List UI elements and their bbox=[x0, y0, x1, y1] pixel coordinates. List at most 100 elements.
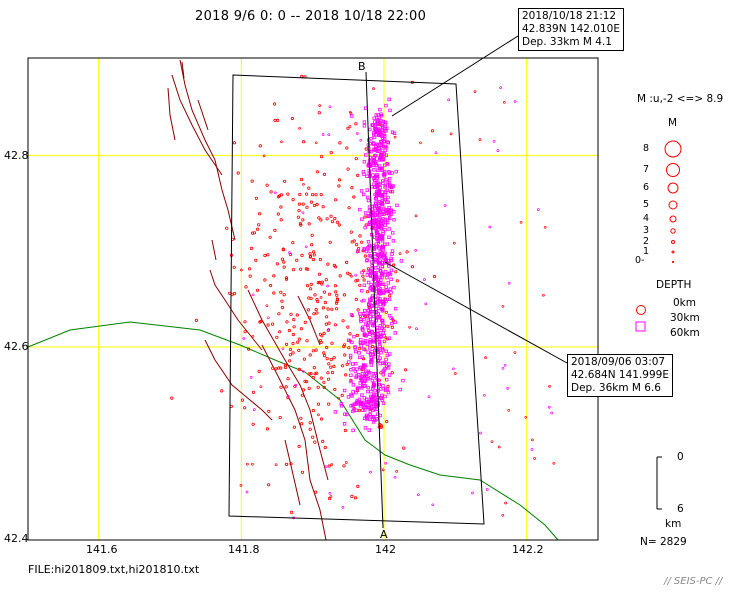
epicenter-shallow bbox=[307, 386, 311, 390]
epicenter-deep bbox=[358, 207, 362, 212]
epicenter-deep bbox=[365, 342, 370, 346]
magnitude-legend-label: 5 bbox=[643, 199, 650, 210]
epicenter-shallow bbox=[323, 300, 327, 305]
epicenter-shallow bbox=[326, 371, 330, 375]
epicenter-deep bbox=[368, 351, 373, 356]
epicenter-shallow bbox=[268, 283, 273, 288]
epicenter-deep bbox=[377, 337, 382, 341]
epicenter-shallow bbox=[337, 223, 341, 227]
epicenter-deep bbox=[368, 274, 373, 278]
epicenter-shallow bbox=[288, 353, 292, 357]
epicenter-shallow bbox=[263, 278, 267, 282]
fault-line bbox=[204, 339, 273, 421]
epicenter-scatter bbox=[318, 104, 322, 107]
epicenter-shallow bbox=[377, 378, 381, 382]
epicenter-deep bbox=[388, 287, 393, 291]
epicenter-deep bbox=[373, 201, 378, 206]
fault-line bbox=[179, 59, 236, 241]
epicenter-deep bbox=[333, 410, 338, 414]
fault-line bbox=[197, 99, 209, 131]
epicenter-shallow bbox=[310, 193, 315, 197]
epicenter-deep bbox=[366, 214, 370, 218]
epicenter-deep bbox=[377, 340, 382, 344]
epicenter-shallow bbox=[301, 140, 306, 144]
magnitude-legend-symbol bbox=[668, 200, 678, 210]
epicenter-deep bbox=[377, 342, 382, 346]
epicenter-shallow bbox=[286, 192, 290, 196]
epicenter-deep bbox=[373, 220, 378, 225]
epicenter-shallow bbox=[257, 212, 262, 216]
epicenter-shallow bbox=[313, 440, 317, 444]
epicenter-scatter bbox=[427, 395, 431, 399]
epicenter-deep bbox=[366, 198, 371, 203]
epicenter-shallow bbox=[322, 353, 327, 358]
epicenter-shallow bbox=[319, 193, 323, 197]
epicenter-deep bbox=[359, 344, 363, 348]
epicenter-deep bbox=[354, 361, 358, 366]
epicenter-shallow bbox=[232, 291, 237, 296]
cross-section-line bbox=[365, 71, 384, 529]
epicenter-deep bbox=[378, 153, 383, 157]
epicenter-deep bbox=[349, 373, 353, 377]
epicenter-deep bbox=[398, 387, 402, 392]
epicenter-deep bbox=[381, 229, 385, 234]
epicenter-shallow bbox=[284, 276, 289, 280]
epicenter-deep bbox=[374, 133, 378, 137]
epicenter-scatter bbox=[542, 293, 545, 297]
epicenter-deep bbox=[389, 258, 394, 263]
epicenter-shallow bbox=[340, 393, 344, 397]
epicenter-deep bbox=[370, 330, 374, 334]
epicenter-shallow bbox=[247, 347, 251, 351]
epicenter-deep bbox=[381, 209, 385, 214]
epicenter-shallow bbox=[305, 283, 310, 288]
epicenter-shallow bbox=[385, 419, 389, 424]
epicenter-shallow bbox=[333, 284, 337, 288]
epicenter-shallow bbox=[252, 231, 256, 235]
epicenter-deep bbox=[362, 124, 367, 128]
epicenter-deep bbox=[346, 395, 351, 399]
epicenter-scatter bbox=[344, 461, 348, 464]
epicenter-shallow bbox=[257, 223, 261, 227]
epicenter-shallow bbox=[363, 215, 367, 219]
epicenter-shallow bbox=[295, 313, 299, 317]
epicenter-deep bbox=[384, 209, 388, 213]
epicenter-deep bbox=[376, 315, 380, 320]
epicenter-shallow bbox=[388, 294, 392, 298]
epicenter-shallow bbox=[244, 285, 248, 289]
epicenter-markers bbox=[170, 74, 556, 520]
epicenter-shallow bbox=[286, 377, 290, 381]
epicenter-deep bbox=[347, 360, 351, 364]
epicenter-scatter bbox=[281, 347, 285, 351]
epicenter-deep bbox=[377, 115, 381, 120]
epicenter-shallow bbox=[335, 293, 339, 297]
epicenter-deep bbox=[366, 385, 370, 390]
epicenter-deep bbox=[363, 225, 367, 230]
epicenter-shallow bbox=[299, 223, 303, 227]
epicenter-shallow bbox=[362, 278, 366, 282]
epicenter-shallow bbox=[332, 356, 336, 360]
epicenter-scatter bbox=[304, 245, 308, 249]
magnitude-legend-label: 3 bbox=[643, 225, 650, 236]
epicenter-shallow bbox=[338, 141, 342, 145]
epicenter-deep bbox=[382, 361, 386, 365]
epicenter-shallow bbox=[350, 186, 354, 190]
epicenter-scatter bbox=[519, 220, 523, 224]
x-tick-label: 142.2 bbox=[512, 543, 544, 556]
epicenter-deep bbox=[368, 249, 372, 253]
epicenter-deep bbox=[392, 209, 396, 214]
epicenter-deep bbox=[368, 314, 372, 319]
epicenter-deep bbox=[383, 217, 387, 222]
epicenter-shallow bbox=[295, 258, 299, 262]
epicenter-shallow bbox=[326, 262, 330, 266]
epicenter-shallow bbox=[249, 246, 254, 250]
magnitude-legend-label: 4 bbox=[643, 213, 650, 224]
epicenter-deep bbox=[388, 184, 392, 189]
epicenter-shallow bbox=[333, 216, 337, 221]
epicenter-deep bbox=[375, 289, 379, 294]
callout-coordinates: 42.839N 142.010E bbox=[522, 23, 620, 35]
epicenter-shallow bbox=[315, 311, 319, 315]
epicenter-deep bbox=[383, 394, 387, 399]
epicenter-shallow bbox=[307, 372, 311, 376]
epicenter-deep bbox=[364, 106, 368, 110]
epicenter-deep bbox=[343, 412, 347, 416]
